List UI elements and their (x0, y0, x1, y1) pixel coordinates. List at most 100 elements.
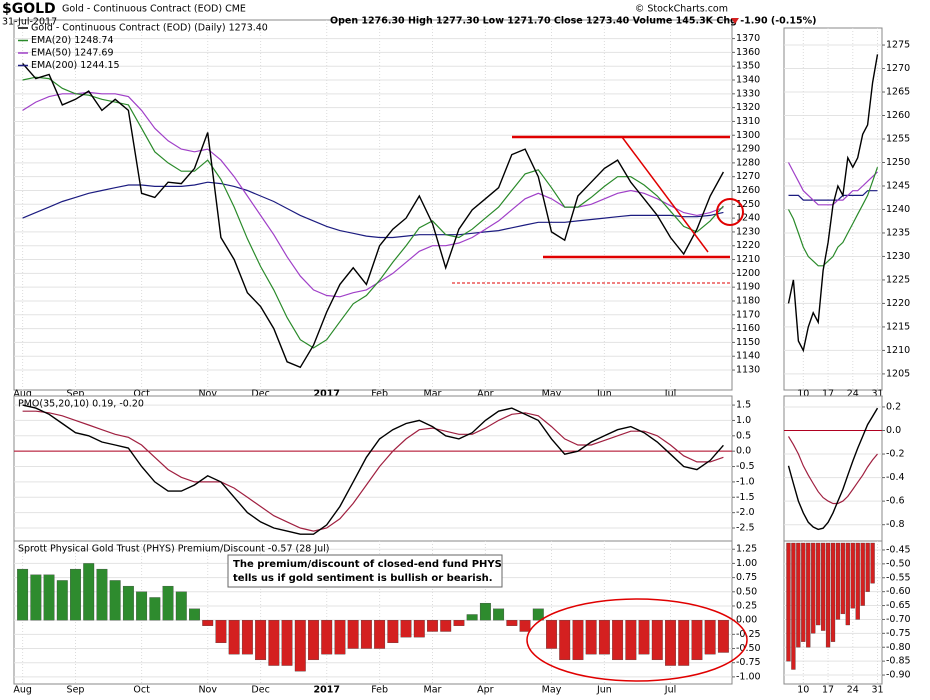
bar (678, 620, 690, 666)
bar (83, 563, 95, 621)
y-tick-label: 0.5 (736, 430, 751, 441)
y-tick-label: -0.4 (886, 472, 905, 483)
y-tick-label: 1300 (736, 130, 760, 141)
credit: © StockCharts.com (635, 4, 728, 15)
bar (175, 591, 187, 621)
bar (850, 542, 855, 609)
x-tick-label: 24 (847, 389, 859, 400)
bar (572, 620, 584, 661)
y-tick-label: -0.45 (886, 544, 911, 555)
series-line (22, 181, 724, 239)
y-tick-label: 1260 (736, 185, 760, 196)
y-tick-label: -0.8 (886, 519, 905, 530)
instrument-name: Gold - Continuous Contract (EOD) CME (62, 4, 246, 15)
bar (347, 620, 359, 649)
y-tick-label: -0.80 (886, 642, 911, 653)
bar (189, 608, 200, 621)
x-tick-label: Sep (67, 389, 85, 400)
y-tick-label: 1.0 (736, 415, 751, 426)
y-tick-label: 1140 (736, 351, 760, 362)
date: 31-Jul-2017 (2, 17, 57, 28)
y-tick-label: 1270 (886, 63, 910, 74)
y-tick-label: 1235 (886, 227, 910, 238)
y-tick-label: -0.5 (736, 461, 755, 472)
x-tick-label: 31 (871, 389, 883, 400)
x-tick-label: Apr (477, 389, 494, 400)
y-tick-label: -0.85 (886, 656, 911, 667)
x-tick-label: Dec (251, 685, 269, 696)
y-tick-label: -0.2 (886, 449, 905, 460)
y-tick-label: -2.0 (736, 507, 755, 518)
series-line (787, 167, 879, 267)
bar (598, 620, 610, 655)
highlight-circle (716, 198, 744, 226)
y-tick-label: 1215 (886, 321, 910, 332)
x-tick-label: Mar (424, 685, 442, 696)
x-tick-label: 24 (847, 685, 859, 696)
x-tick-label: 17 (822, 389, 834, 400)
x-tick-label: 2017 (313, 389, 339, 400)
bar (321, 620, 333, 655)
bar (546, 620, 557, 649)
bar (453, 620, 465, 626)
bar (855, 542, 860, 620)
y-tick-label: -2.5 (736, 523, 755, 534)
bar (801, 542, 806, 642)
series-line (787, 54, 879, 353)
annotation-box (227, 554, 503, 588)
y-tick-label: -0.70 (886, 614, 911, 625)
bar (870, 542, 875, 584)
y-tick-label: 1250 (886, 157, 910, 168)
series-line (788, 190, 878, 201)
x-tick-label: Sep (67, 685, 85, 696)
panel-title: Sprott Physical Gold Trust (PHYS) Premiu… (18, 544, 330, 555)
y-tick-label: 1220 (886, 298, 910, 309)
bar (427, 620, 438, 632)
bar (308, 620, 319, 661)
bar (43, 574, 55, 621)
bar (820, 542, 826, 631)
bar (665, 620, 676, 666)
bar (519, 620, 531, 632)
bar (268, 620, 280, 666)
x-tick-label: Nov (198, 389, 217, 400)
bar (816, 542, 821, 626)
bar (334, 620, 346, 655)
bar (17, 568, 29, 621)
x-tick-label: 2017 (313, 685, 339, 696)
series-line (22, 62, 725, 369)
bar (625, 620, 637, 661)
x-tick-label: 10 (797, 389, 809, 400)
bar (532, 608, 544, 621)
y-tick-label: 1190 (736, 282, 760, 293)
legend-label: EMA(50) 1247.69 (31, 48, 114, 59)
bar (440, 620, 452, 632)
bar (136, 591, 148, 621)
bar (811, 542, 816, 634)
y-tick-label: 1310 (736, 116, 760, 127)
y-tick-label: 1220 (736, 240, 760, 251)
y-tick-label: 1340 (736, 75, 760, 86)
y-tick-label: -0.25 (736, 629, 761, 640)
y-tick-label: -0.50 (886, 558, 911, 569)
y-tick-label: -1.5 (736, 492, 755, 503)
y-tick-label: -0.6 (886, 496, 905, 507)
panel-frame (13, 19, 733, 391)
y-tick-label: 0.75 (736, 572, 757, 583)
y-tick-label: 1255 (886, 133, 910, 144)
y-tick-label: 1210 (886, 345, 910, 356)
series-line (22, 410, 724, 532)
bar (215, 620, 227, 644)
y-tick-label: 1275 (886, 40, 910, 51)
bar (294, 620, 306, 672)
panel-frame (783, 395, 883, 543)
bar (202, 620, 214, 626)
bar (845, 542, 850, 626)
x-tick-label: Jun (596, 389, 612, 400)
bar (149, 597, 161, 621)
bar (638, 620, 650, 655)
y-tick-label: 1.00 (736, 558, 757, 569)
y-tick-label: 1280 (736, 157, 760, 168)
legend-label: EMA(200) 1244.15 (31, 60, 120, 71)
